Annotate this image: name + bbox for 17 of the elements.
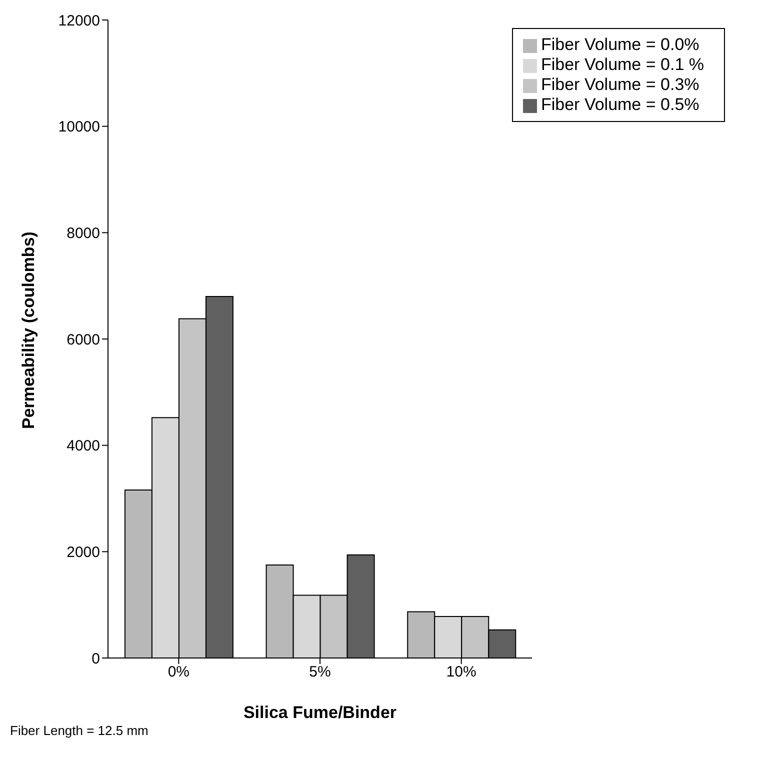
text: Fiber Length = 12.5 mm: [10, 723, 148, 738]
x-axis-title: Silica Fume/Binder: [243, 703, 397, 722]
x-tick-label: 0%: [168, 664, 190, 681]
legend-label: Fiber Volume = 0.1 %: [540, 55, 704, 74]
y-tick-label: 10000: [58, 118, 100, 136]
legend-label: Fiber Volume = 0.5%: [540, 95, 700, 114]
y-tick-label: 6000: [66, 331, 100, 348]
y-tick-label: 0: [92, 650, 100, 668]
legend-label: Fiber Volume = 0.3%: [540, 75, 700, 94]
y-tick-label: 4000: [66, 438, 100, 455]
y-tick-label: 12000: [58, 12, 100, 30]
x-tick-label: 5%: [309, 664, 331, 681]
legend-label: Fiber Volume = 0.0%: [540, 35, 700, 54]
y-tick-label: 8000: [66, 224, 100, 242]
x-tick-label: 10%: [446, 664, 476, 681]
y-tick-label: 2000: [66, 544, 100, 561]
y-axis-title: Permeability (coulombs): [19, 232, 38, 429]
